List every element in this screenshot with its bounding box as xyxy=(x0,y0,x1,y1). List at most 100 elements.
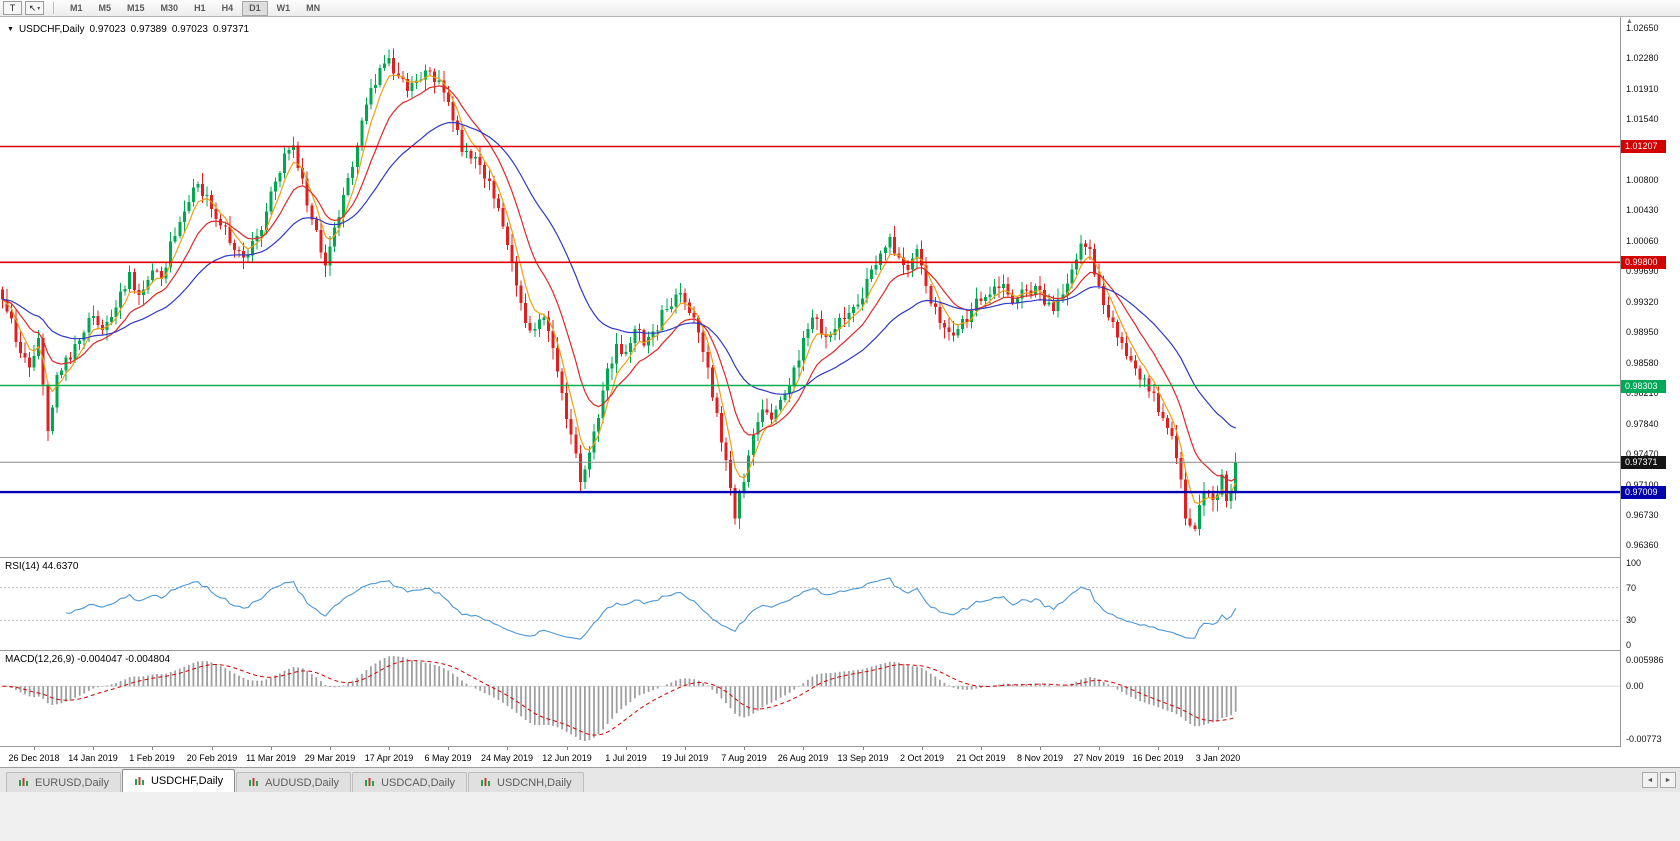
date-label: 12 Jun 2019 xyxy=(542,753,592,763)
price-tick-label: 1.00430 xyxy=(1626,205,1659,216)
rsi-label: RSI(14) 44.6370 xyxy=(5,561,79,572)
chart-tab-icon xyxy=(248,777,260,788)
price-tick-label: 0 xyxy=(1626,640,1632,650)
date-label: 7 Aug 2019 xyxy=(721,753,767,763)
price-tick-label: 0.98950 xyxy=(1626,327,1659,338)
date-label: 2 Oct 2019 xyxy=(899,753,945,763)
chevron-down-icon: ▾ xyxy=(37,5,41,12)
tabs: EURUSD,Daily USDCHF,Daily AUDUSD,Daily USDC… xyxy=(6,768,585,792)
date-tick xyxy=(152,747,153,750)
price-badge: 0.97009 xyxy=(1621,486,1666,500)
macd-canvas[interactable] xyxy=(0,651,1620,746)
price-tick-label: 0.97470 xyxy=(1626,449,1659,460)
chart-symbol: USDCHF,Daily xyxy=(18,24,85,35)
chart-tab-audusd[interactable]: AUDUSD,Daily xyxy=(236,772,352,792)
timeframe-button-h1[interactable]: H1 xyxy=(187,1,213,16)
price-chart-canvas[interactable] xyxy=(0,17,1620,557)
price-tick-label: 1.02280 xyxy=(1626,53,1659,64)
price-tick-label: 0.96360 xyxy=(1626,540,1659,551)
date-tick xyxy=(626,747,627,750)
price-tick-label: 30 xyxy=(1626,615,1637,626)
price-tick-label: 0.005986 xyxy=(1626,655,1664,665)
date-label: 29 Mar 2019 xyxy=(304,753,356,763)
chart-tab-label: USDCHF,Daily xyxy=(150,775,224,787)
date-label: 16 Dec 2019 xyxy=(1132,753,1184,763)
price-tick-label: 1.01910 xyxy=(1626,83,1659,94)
timeframe-button-h4[interactable]: H4 xyxy=(215,1,241,16)
date-label: 11 Mar 2019 xyxy=(246,753,296,763)
price-tick-label: 0.99320 xyxy=(1626,296,1659,307)
date-tick xyxy=(803,747,804,750)
chart-toolbar: T ↖ ▾ M1 M5 M15 M30 H1 H4 D1 W1 MN xyxy=(0,0,1680,17)
price-tick-label: 0.99690 xyxy=(1626,266,1659,277)
timeframe-button-d1[interactable]: D1 xyxy=(242,0,268,16)
date-tick xyxy=(1040,747,1041,750)
chart-tab-icon xyxy=(364,777,376,788)
price-tick-label: 0.97840 xyxy=(1626,418,1659,429)
toolbar-separator xyxy=(53,2,54,14)
date-label: 24 May 2019 xyxy=(480,753,534,763)
timeframe-button-m5[interactable]: M5 xyxy=(92,1,119,16)
tabs-scroll-left-button[interactable]: ◄ xyxy=(1642,772,1658,788)
open-value: 0.97023 xyxy=(89,24,126,35)
date-tick xyxy=(1099,747,1100,750)
low-value: 0.97023 xyxy=(171,24,208,35)
date-label: 20 Feb 2019 xyxy=(186,753,238,763)
timeframe-button-m15[interactable]: M15 xyxy=(120,1,152,16)
timeframe-button-m1[interactable]: M1 xyxy=(63,1,90,16)
tabs-scroll-right-button[interactable]: ► xyxy=(1660,772,1676,788)
chart-tab-usdcad[interactable]: USDCAD,Daily xyxy=(352,772,468,792)
chart-tab-usdchf[interactable]: USDCHF,Daily xyxy=(121,769,236,792)
rsi-canvas[interactable] xyxy=(0,558,1620,650)
timeframe-button-mn[interactable]: MN xyxy=(299,1,327,16)
time-axis[interactable]: 26 Dec 2018 14 Jan 2019 1 Feb 2019 20 Feb 2… xyxy=(0,747,1680,767)
date-label: 6 May 2019 xyxy=(424,753,472,763)
date-label: 27 Nov 2019 xyxy=(1073,753,1125,763)
date-label: 1 Jul 2019 xyxy=(605,753,647,763)
timeframe-button-w1[interactable]: W1 xyxy=(270,1,298,16)
high-value: 0.97389 xyxy=(130,24,167,35)
text-tool-button[interactable]: T xyxy=(3,1,22,15)
chart-tab-eurusd[interactable]: EURUSD,Daily xyxy=(6,772,121,792)
price-tick-label: 1.00060 xyxy=(1626,235,1659,246)
scroll-up-button[interactable]: ▲ xyxy=(1626,18,1633,25)
macd-label: MACD(12,26,9) -0.004047 -0.004804 xyxy=(5,654,171,665)
date-label: 26 Aug 2019 xyxy=(777,753,829,763)
date-label: 17 Apr 2019 xyxy=(364,753,414,763)
date-tick xyxy=(981,747,982,750)
close-value: 0.97371 xyxy=(212,24,250,35)
date-tick xyxy=(271,747,272,750)
price-tick-label: 0.98210 xyxy=(1626,388,1659,399)
date-label: 19 Jul 2019 xyxy=(661,753,709,763)
macd-panel-separator[interactable] xyxy=(0,650,1680,651)
timeframe-button-m30[interactable]: M30 xyxy=(154,1,186,16)
price-tick-label: 1.01540 xyxy=(1626,114,1659,125)
date-tick xyxy=(1218,747,1219,750)
chart-tab-label: USDCAD,Daily xyxy=(381,776,456,789)
date-label: 13 Sep 2019 xyxy=(837,753,889,763)
date-label: 26 Dec 2018 xyxy=(8,753,60,763)
timeframe-buttons: M1 M5 M15 M30 H1 H4 D1 W1 MN xyxy=(63,0,327,16)
tab-scroll-arrows: ◄ ► xyxy=(1642,772,1676,788)
chart-tab-usdcnh[interactable]: USDCNH,Daily xyxy=(468,772,584,792)
price-tick-label: 0.00 xyxy=(1626,681,1644,692)
chart-tab-label: USDCNH,Daily xyxy=(497,776,572,789)
date-tick xyxy=(212,747,213,750)
date-tick xyxy=(1158,747,1159,750)
date-tick xyxy=(922,747,923,750)
date-label: 1 Feb 2019 xyxy=(129,753,175,763)
date-label: 8 Nov 2019 xyxy=(1016,753,1064,763)
chart-tab-bar: EURUSD,Daily USDCHF,Daily AUDUSD,Daily USDC… xyxy=(0,767,1680,792)
price-badge: 0.98303 xyxy=(1621,379,1666,393)
rsi-panel-separator[interactable] xyxy=(0,557,1680,558)
price-scale[interactable]: ▲ 1.026501.022801.019101.015401.011701.0… xyxy=(1620,17,1680,747)
price-tick-label: 70 xyxy=(1626,582,1637,593)
cursor-tool-button[interactable]: ↖ ▾ xyxy=(25,1,44,15)
date-tick xyxy=(448,747,449,750)
price-tick-label: 1.00800 xyxy=(1626,174,1659,185)
price-tick-label: 100 xyxy=(1626,558,1642,568)
price-badge: 1.01207 xyxy=(1621,140,1666,154)
price-tick-label: -0.00773 xyxy=(1626,734,1662,744)
date-tick xyxy=(389,747,390,750)
